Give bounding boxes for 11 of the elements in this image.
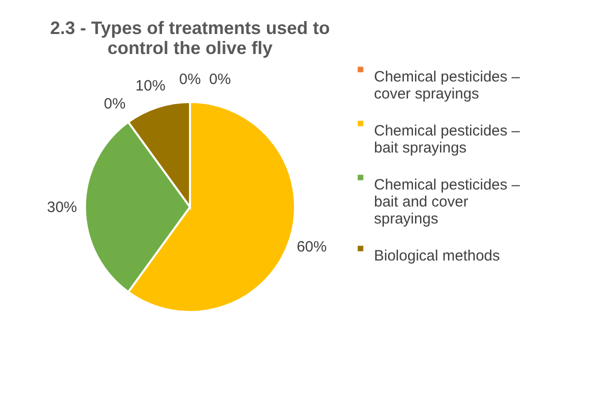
text: 0% bbox=[104, 95, 126, 112]
legend-label: Chemical pesticides – bait and cover sprayings bbox=[374, 176, 521, 228]
legend-label: Chemical pesticides – cover sprayings bbox=[374, 68, 521, 102]
legend-label: Chemical pesticides – bait sprayings bbox=[374, 122, 521, 156]
data-label: 30% bbox=[46, 199, 78, 216]
text: 0% bbox=[179, 71, 201, 88]
text: 0% bbox=[209, 71, 231, 88]
data-label: 10% bbox=[135, 77, 166, 94]
chart-title: 2.3 - Types of treatments used to control the olive fly bbox=[50, 18, 330, 58]
data-label: 60% bbox=[296, 238, 327, 256]
legend-label: Biological methods bbox=[374, 248, 500, 264]
